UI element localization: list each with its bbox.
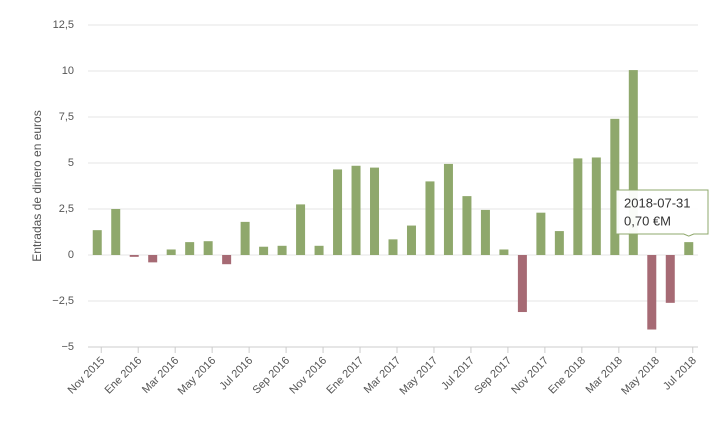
x-tick-label: Mar 2016: [140, 355, 181, 396]
bar: [536, 212, 546, 255]
bar: [314, 245, 324, 255]
x-tick-label: Ene 2018: [546, 355, 588, 397]
bar: [148, 255, 158, 263]
bar: [296, 204, 306, 255]
y-tick-label: −2,5: [52, 295, 74, 307]
x-tick-label: Jul 2018: [661, 355, 699, 393]
bar: [480, 209, 490, 255]
x-tick-label: Mar 2018: [584, 355, 625, 396]
bar: [333, 169, 343, 255]
bar: [111, 209, 121, 255]
bar: [370, 167, 380, 255]
bar: [203, 241, 213, 255]
bar: [684, 242, 694, 255]
y-tick-label: 10: [62, 65, 74, 77]
bar: [462, 196, 472, 255]
x-tick-label: Sep 2016: [250, 355, 292, 397]
bar: [554, 231, 564, 255]
x-tick-label: Ene 2017: [324, 355, 366, 397]
x-tick-label: Sep 2017: [472, 355, 514, 397]
bar: [240, 221, 250, 255]
y-axis-title: Entradas de dinero en euros: [30, 110, 44, 261]
bar: [388, 239, 398, 255]
bar: [185, 242, 195, 255]
bar: [92, 230, 102, 255]
bar: [573, 158, 583, 255]
bar: [259, 246, 269, 255]
x-tick-label: Jul 2017: [439, 355, 477, 393]
bar: [591, 157, 601, 255]
tooltip-date: 2018-07-31: [624, 195, 691, 210]
x-tick-label: May 2016: [176, 355, 219, 398]
y-tick-label: 12,5: [53, 19, 74, 31]
y-tick-label: 2,5: [59, 203, 74, 215]
bar: [166, 249, 176, 255]
bar: [647, 255, 657, 330]
y-tick-label: 0: [68, 249, 74, 261]
bar: [129, 255, 139, 257]
x-tick-label: May 2018: [619, 355, 662, 398]
x-tick-label: Nov 2017: [509, 355, 551, 397]
bar: [406, 225, 416, 255]
x-tick-label: Mar 2017: [362, 355, 403, 396]
tooltip-box: [615, 189, 709, 237]
bar: [628, 70, 638, 255]
x-tick-label: Ene 2016: [103, 355, 145, 397]
bar: [425, 181, 435, 255]
bar: [443, 163, 453, 255]
y-tick-label: 7,5: [59, 111, 74, 123]
tooltip: 2018-07-31 0,70 €M: [615, 189, 709, 237]
bar: [610, 118, 620, 255]
bar: [517, 255, 527, 313]
x-tick-label: Jul 2016: [217, 355, 255, 393]
y-tick-label: −5: [61, 341, 74, 353]
bar: [222, 255, 232, 265]
bar: [499, 249, 509, 255]
bar: [277, 245, 287, 255]
x-tick-label: May 2017: [397, 355, 440, 398]
bar: [351, 165, 361, 255]
bar: [665, 255, 675, 303]
x-tick-label: Nov 2015: [66, 355, 108, 397]
tooltip-value: 0,70 €M: [624, 213, 671, 228]
y-tick-label: 5: [68, 157, 74, 169]
x-tick-label: Nov 2016: [287, 355, 329, 397]
